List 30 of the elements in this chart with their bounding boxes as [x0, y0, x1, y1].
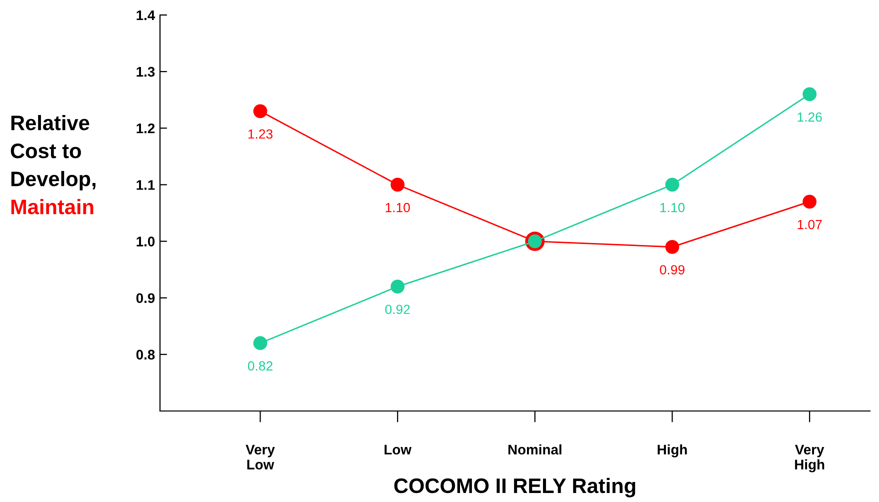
x-tick-label: Very High: [794, 444, 824, 472]
data-label: 0.99: [660, 265, 684, 274]
x-tick-label: Very Low: [246, 444, 275, 470]
x-axis-title: COCOMO II RELY Rating: [394, 478, 636, 498]
data-label: 0.92: [385, 304, 410, 314]
y-tick-label: 0.9: [136, 293, 155, 304]
point: [665, 178, 680, 192]
point: [802, 194, 817, 209]
point: [253, 104, 268, 118]
point: [253, 336, 268, 350]
y-tick-label: 0.8: [136, 350, 155, 360]
data-label: 0.82: [248, 361, 272, 371]
y-tick-label: 1.1: [136, 180, 155, 190]
y-tick-label: 1.0: [136, 236, 155, 246]
y-tick-label: 1.2: [136, 123, 155, 134]
y-axis-title: Relative Cost to Develop, Maintain: [10, 115, 96, 214]
x-tick-label: Nominal: [508, 444, 562, 455]
x-tick-label: Low: [384, 444, 412, 455]
x-tick-label: High: [658, 444, 687, 458]
data-label: 1.07: [798, 220, 822, 230]
y-tick-label: 1.4: [136, 10, 156, 20]
point: [665, 240, 680, 254]
point: [390, 178, 405, 192]
data-label: 1.23: [248, 129, 273, 139]
data-label: 1.10: [386, 202, 410, 212]
data-label: 1.10: [660, 202, 685, 212]
data-label: 1.26: [798, 112, 822, 122]
point: [390, 280, 405, 294]
point: [802, 87, 817, 102]
y-tick-label: 1.3: [136, 66, 155, 77]
